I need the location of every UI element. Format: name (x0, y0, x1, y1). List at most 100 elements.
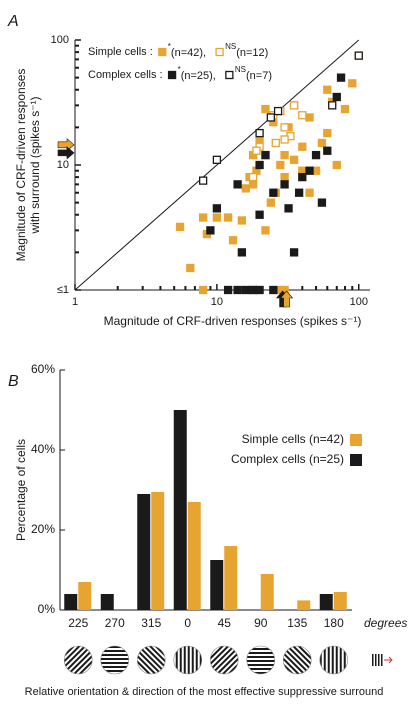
stripe (199, 646, 202, 674)
x-tick-label: 135 (287, 616, 307, 630)
stripe (143, 646, 166, 668)
stripe (74, 656, 93, 674)
stripe (246, 664, 275, 666)
stripe (335, 646, 338, 674)
stripe (339, 646, 342, 674)
grating-stripes (137, 646, 166, 674)
data-point (280, 123, 289, 132)
y-tick-label: 100 (51, 34, 69, 46)
stripe (210, 646, 228, 664)
data-point (212, 213, 222, 222)
grating-stripes (319, 646, 346, 674)
data-point (228, 236, 238, 245)
grating-stripes (283, 646, 312, 674)
data-point (255, 160, 264, 170)
stripes (175, 646, 202, 674)
bar (333, 592, 347, 610)
bar (224, 546, 238, 610)
data-point (311, 150, 321, 160)
bar (297, 600, 311, 610)
stripe (327, 646, 330, 674)
data-point (336, 73, 346, 82)
stripe (375, 654, 377, 666)
legend-superscript: NS (225, 42, 236, 51)
y-tick-label: 10 (57, 159, 69, 171)
legend-label: Simple cells (n=42) (242, 432, 344, 446)
stripe (222, 657, 239, 674)
stripes (64, 646, 93, 674)
data-point (280, 180, 289, 189)
stripe (216, 652, 239, 674)
data-point (298, 142, 307, 151)
x-tick-label: 0 (184, 616, 191, 630)
stripe (149, 646, 166, 663)
stripe (210, 646, 234, 670)
stripe (372, 654, 374, 666)
data-point (348, 79, 357, 88)
grating-stripes (175, 646, 202, 674)
data-point (248, 172, 258, 182)
y-tick-label: 20% (31, 522, 55, 536)
data-point (305, 166, 314, 175)
data-point (198, 176, 208, 185)
bar (187, 502, 201, 610)
data-point (298, 172, 307, 182)
stripe (331, 646, 334, 674)
stripe (213, 649, 237, 673)
data-point (332, 92, 341, 102)
grating-stripes (210, 646, 239, 674)
x-tick-label: 225 (68, 616, 88, 630)
data-point (340, 104, 350, 114)
data-point (328, 101, 337, 110)
grating-stripes (246, 648, 275, 674)
stripe (246, 660, 275, 662)
stripe (100, 670, 129, 672)
stripe (283, 657, 300, 674)
y-axis-title: Percentage of cells (14, 439, 28, 541)
data-point (261, 226, 270, 235)
grating (63, 645, 93, 675)
stripe (175, 646, 178, 674)
grating-stripes (100, 646, 129, 672)
legend-label: (n=12) (236, 47, 268, 59)
grating (282, 645, 312, 675)
data-point (206, 226, 215, 235)
x-tick-label: 10 (211, 296, 223, 308)
stripe (210, 646, 231, 667)
data-point (273, 106, 283, 116)
stripe (137, 656, 155, 674)
data-point (233, 285, 242, 295)
reference-grating (372, 654, 393, 666)
legend-superscript: NS (235, 65, 246, 74)
grating-outline (282, 645, 312, 675)
y-tick-label: 60% (31, 362, 55, 376)
data-point (323, 128, 332, 138)
panel-label: B (8, 373, 19, 390)
bar (137, 494, 151, 610)
data-point (269, 188, 278, 197)
data-point (261, 150, 270, 160)
data-point (223, 213, 233, 222)
x-tick-label: 315 (141, 616, 161, 630)
grating-outline (136, 645, 166, 675)
stripe (246, 656, 275, 658)
x-axis-title: Relative orientation & direction of the … (25, 686, 384, 698)
direction-arrow (384, 656, 393, 664)
data-point (289, 101, 299, 110)
median-arrow (57, 146, 75, 160)
data-point (266, 198, 275, 207)
stripe (290, 646, 312, 667)
data-point (255, 128, 264, 138)
y-axis-title: Magnitude of CRF-driven responses (14, 69, 28, 262)
legend-label: (n=7) (246, 70, 272, 82)
stripe (100, 662, 129, 664)
x-tick-label: 180 (324, 616, 344, 630)
data-point (305, 113, 314, 122)
x-tick-label: 45 (218, 616, 232, 630)
legend-swatch (350, 454, 362, 466)
data-point (271, 138, 280, 148)
data-point (198, 213, 208, 222)
data-point (269, 285, 278, 295)
stripe (100, 654, 129, 656)
stripes (210, 646, 239, 674)
